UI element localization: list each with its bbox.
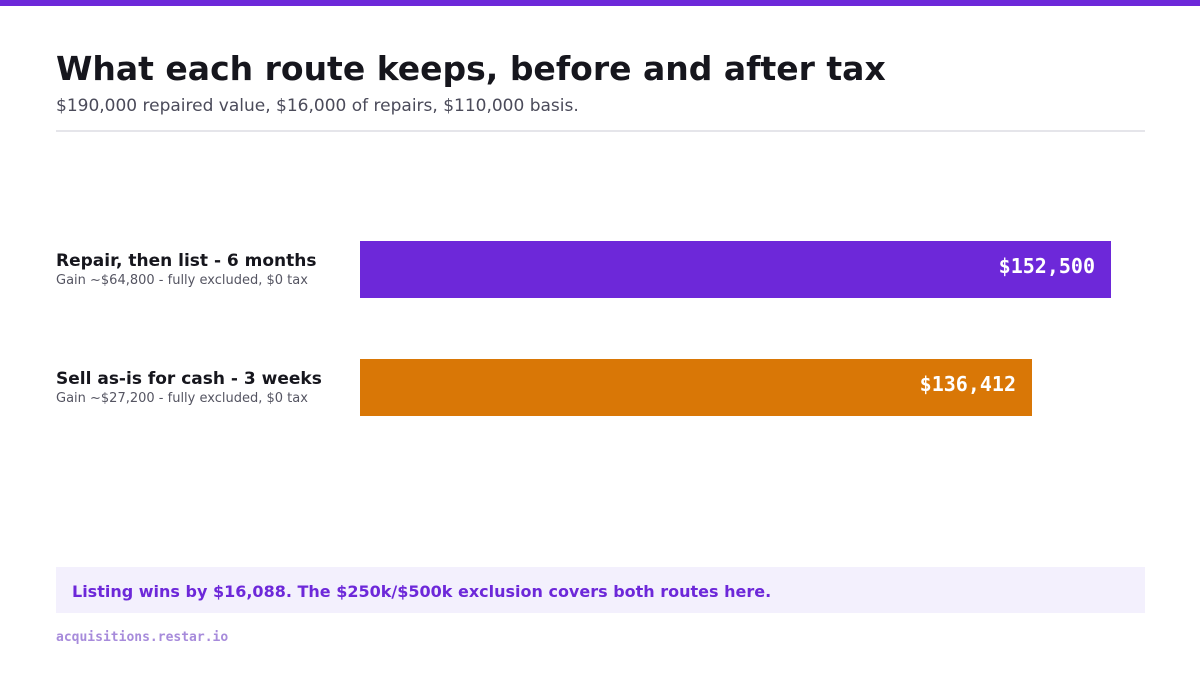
category-label: Repair, then list - 6 months	[56, 251, 317, 271]
bar-label-sell-as-is: Sell as-is for cash - 3 weeks Gain ~$27,…	[56, 368, 356, 408]
bar-value-label: $136,412	[919, 372, 1016, 396]
title-divider	[56, 130, 1145, 132]
accent-top-bar	[0, 0, 1200, 6]
page-title: What each route keeps, before and after …	[56, 49, 886, 88]
footer-domain: acquisitions.restar.io	[56, 630, 229, 645]
callout-text: Listing wins by $16,088. The $250k/$500k…	[72, 582, 772, 601]
bar-repair-list: $152,500	[360, 241, 1111, 298]
category-note: Gain ~$64,800 - fully excluded, $0 tax	[56, 273, 308, 288]
category-label: Sell as-is for cash - 3 weeks	[56, 369, 322, 389]
bar-label-repair-list: Repair, then list - 6 months Gain ~$64,8…	[56, 250, 356, 290]
summary-callout: Listing wins by $16,088. The $250k/$500k…	[56, 567, 1145, 613]
page-subtitle: $190,000 repaired value, $16,000 of repa…	[56, 96, 579, 116]
bar-sell-as-is: $136,412	[360, 359, 1032, 416]
category-note: Gain ~$27,200 - fully excluded, $0 tax	[56, 391, 308, 406]
bar-value-label: $152,500	[998, 254, 1095, 278]
